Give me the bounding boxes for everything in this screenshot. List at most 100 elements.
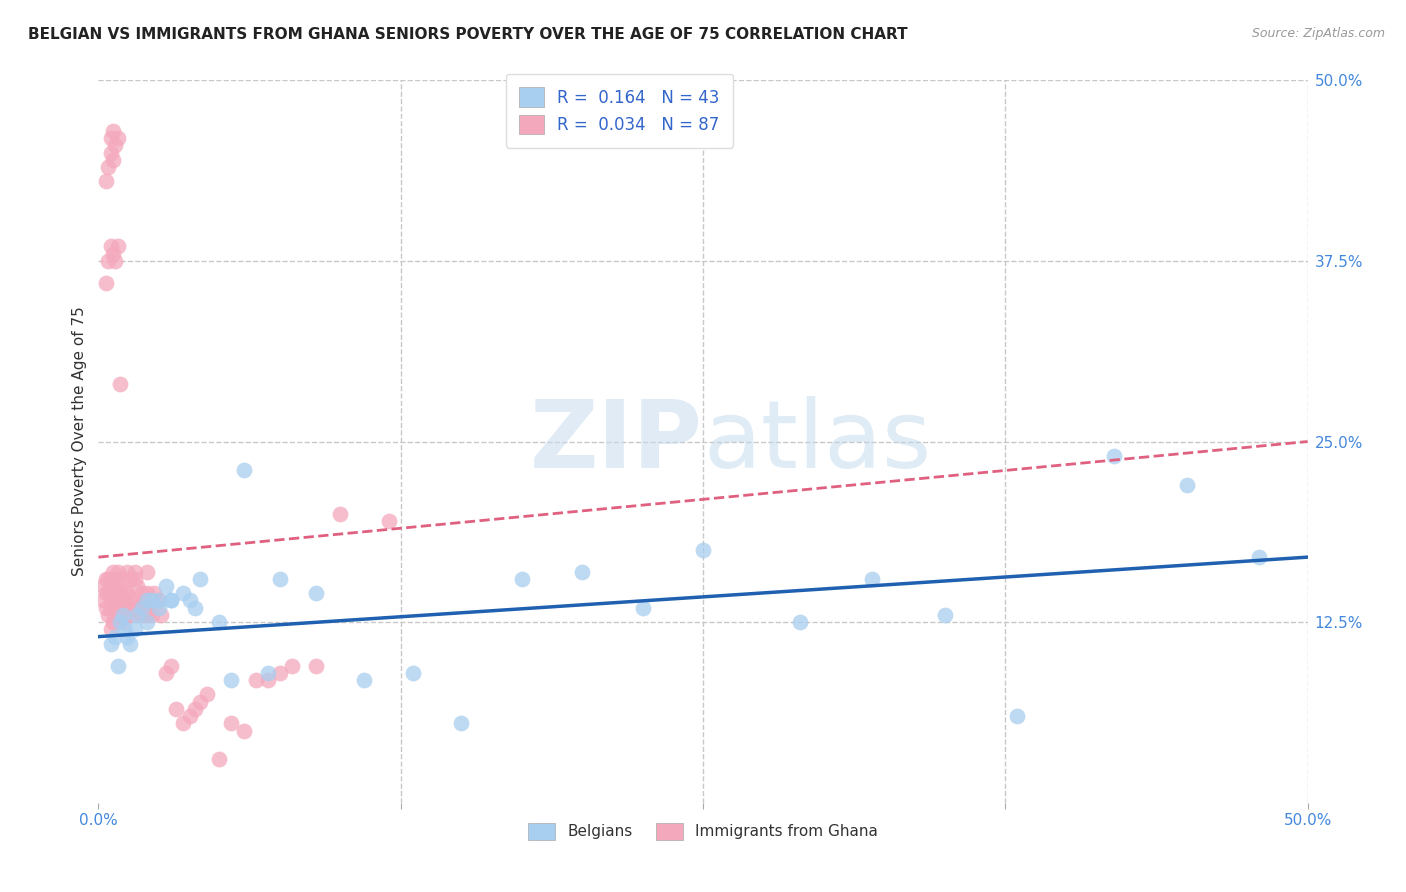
Point [179,593,201,607]
Point [195,687,218,701]
Point [148,593,170,607]
Point [135,586,157,600]
Point [97,253,120,268]
Point [131,600,153,615]
Point [100,623,122,637]
Point [131,607,153,622]
Point [118,572,141,586]
Point [131,586,153,600]
Point [118,593,141,607]
Point [141,607,163,622]
Point [510,572,533,586]
Point [143,586,166,600]
Point [114,586,136,600]
Point [221,716,243,731]
Point [155,665,177,680]
Point [256,673,278,687]
Point [101,615,124,630]
Point [100,600,122,615]
Point [256,665,278,680]
Point [208,752,231,766]
Text: ZIP: ZIP [530,395,703,488]
Point [107,600,129,615]
Point [107,239,129,253]
Point [101,579,124,593]
Point [860,572,883,586]
Point [450,716,472,731]
Point [179,709,201,723]
Point [160,593,183,607]
Point [111,572,134,586]
Point [101,593,124,607]
Point [91,593,114,607]
Point [104,253,127,268]
Point [117,586,139,600]
Point [100,586,122,600]
Point [245,673,267,687]
Point [97,607,120,622]
Point [114,623,136,637]
Point [107,593,129,607]
Point [107,579,129,593]
Point [108,376,131,391]
Point [269,572,291,586]
Point [150,607,173,622]
Point [1007,709,1029,723]
Point [124,572,146,586]
Point [1102,449,1125,463]
Point [94,572,117,586]
Point [111,607,134,622]
Point [124,623,146,637]
Text: BELGIAN VS IMMIGRANTS FROM GHANA SENIORS POVERTY OVER THE AGE OF 75 CORRELATION : BELGIAN VS IMMIGRANTS FROM GHANA SENIORS… [28,27,908,42]
Point [160,658,183,673]
Point [571,565,593,579]
Point [114,600,136,615]
Point [100,572,122,586]
Point [100,637,122,651]
Point [135,565,157,579]
Point [111,615,134,630]
Point [135,607,157,622]
Point [934,607,956,622]
Point [97,586,120,600]
Point [94,276,117,290]
Point [1249,550,1271,565]
Point [104,138,127,153]
Point [97,160,120,174]
Point [101,565,124,579]
Point [121,607,143,622]
Point [117,630,139,644]
Point [124,565,146,579]
Point [402,665,425,680]
Point [104,586,127,600]
Point [104,607,127,622]
Text: Source: ZipAtlas.com: Source: ZipAtlas.com [1251,27,1385,40]
Point [221,673,243,687]
Point [208,615,231,630]
Point [184,702,207,716]
Point [789,615,811,630]
Point [165,702,187,716]
Point [128,600,150,615]
Point [101,153,124,167]
Point [104,630,127,644]
Point [1175,478,1198,492]
Point [100,239,122,253]
Point [141,593,163,607]
Point [111,593,134,607]
Point [100,131,122,145]
Point [127,607,149,622]
Point [134,593,156,607]
Point [127,579,149,593]
Point [155,579,177,593]
Point [101,246,124,260]
Point [108,615,131,630]
Point [135,615,157,630]
Point [101,124,124,138]
Point [135,593,157,607]
Point [94,586,117,600]
Point [118,600,141,615]
Point [107,565,129,579]
Point [188,695,211,709]
Point [269,665,291,680]
